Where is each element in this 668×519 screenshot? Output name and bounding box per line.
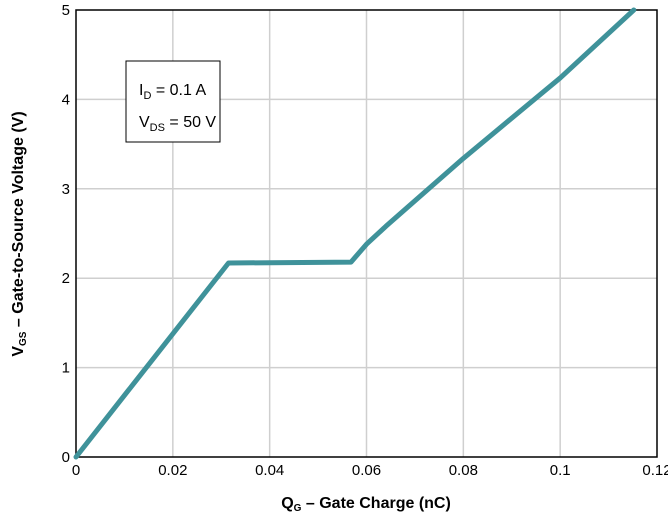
x-axis-title-rest: – Gate Charge (nC) <box>301 495 450 512</box>
annotation-line-2-sub: DS <box>150 122 165 134</box>
y-tick-label: 3 <box>62 181 70 198</box>
annotation-line-2-main: V <box>139 114 150 131</box>
annotation-line-2-rest: = 50 V <box>165 114 216 131</box>
y-tick-label: 2 <box>62 270 70 287</box>
x-axis-title-sub: G <box>294 503 302 514</box>
annotation-line-1: ID = 0.1 A <box>139 82 206 102</box>
x-tick-label: 0 <box>72 462 80 479</box>
x-tick-label: 0.1 <box>550 462 571 479</box>
y-axis-title-rest: – Gate-to-Source Voltage (V) <box>10 111 27 331</box>
y-tick-label: 4 <box>62 91 70 108</box>
x-tick-label: 0.02 <box>158 462 187 479</box>
y-axis-title-sub: GS <box>18 331 29 346</box>
annotation-box: ID = 0.1 A VDS = 50 V <box>125 60 221 143</box>
x-axis-title-main: Q <box>281 495 293 512</box>
y-axis-title: VGS – Gate-to-Source Voltage (V) <box>10 111 29 356</box>
tick-labels: 0 0.02 0.04 0.06 0.08 0.1 0.12 0 1 2 3 4 5 <box>62 2 668 479</box>
annotation-line-2: VDS = 50 V <box>139 114 216 134</box>
vgs-series-line <box>73 7 637 460</box>
x-axis-title: QG – Gate Charge (nC) <box>281 495 451 514</box>
plot-frame <box>75 9 658 458</box>
x-tick-label: 0.12 <box>642 462 668 479</box>
annotation-line-1-sub: D <box>143 90 151 102</box>
x-tick-label: 0.04 <box>255 462 284 479</box>
grid-lines <box>76 10 657 457</box>
y-tick-label: 0 <box>62 449 70 466</box>
x-tick-label: 0.06 <box>352 462 381 479</box>
y-tick-label: 1 <box>62 360 70 377</box>
y-tick-label: 5 <box>62 2 70 19</box>
annotation-box-frame <box>125 60 221 143</box>
annotation-line-1-main: I <box>139 82 143 99</box>
x-tick-label: 0.08 <box>449 462 478 479</box>
annotation-line-1-rest: = 0.1 A <box>151 82 206 99</box>
y-axis-title-main: V <box>10 346 27 357</box>
